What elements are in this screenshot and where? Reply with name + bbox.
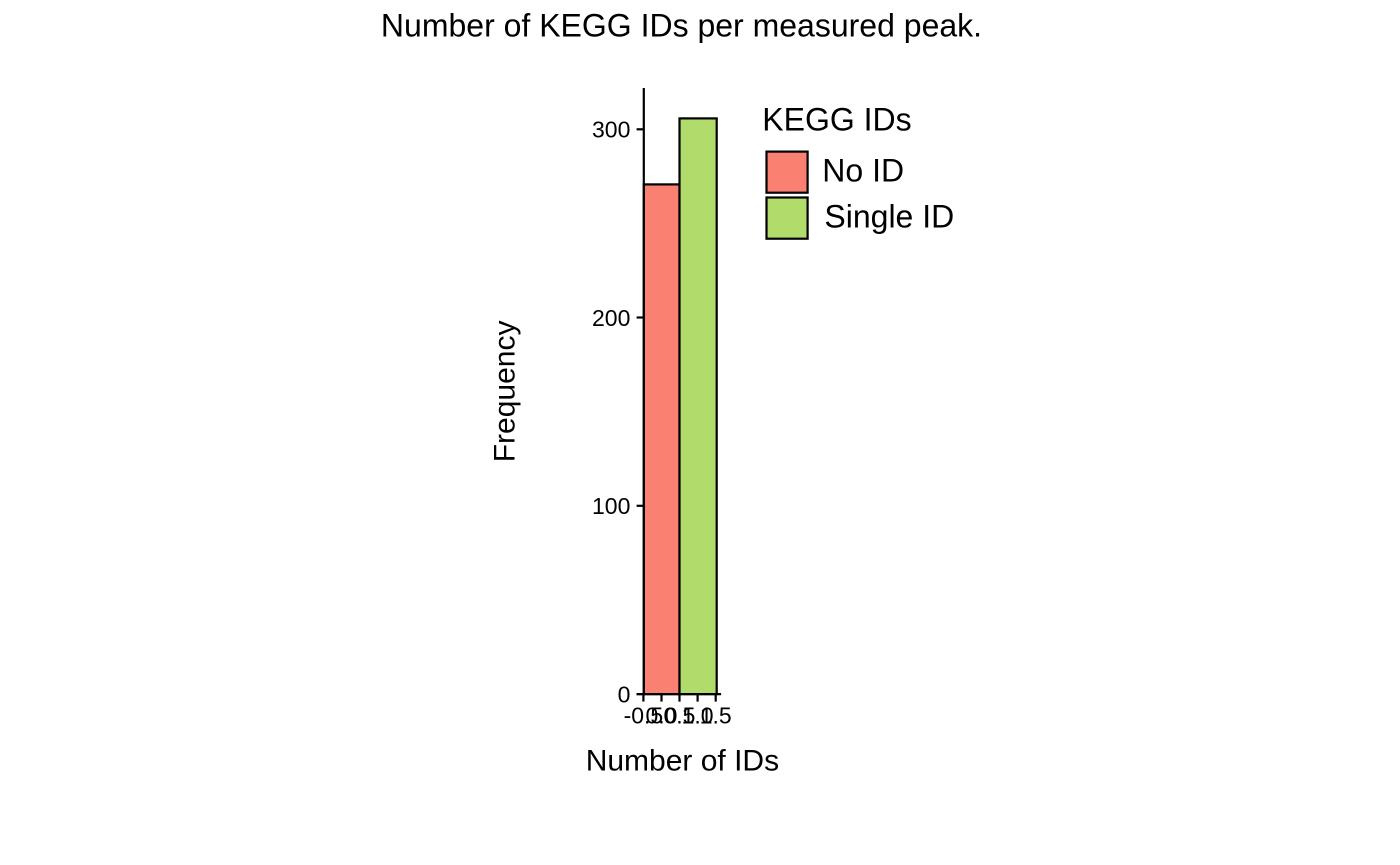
svg-text:200: 200 bbox=[592, 305, 630, 331]
svg-text:1.5: 1.5 bbox=[700, 702, 732, 728]
svg-text:0.5: 0.5 bbox=[664, 702, 696, 728]
svg-text:0: 0 bbox=[618, 681, 631, 707]
svg-text:0.0: 0.0 bbox=[646, 702, 678, 728]
svg-text:100: 100 bbox=[592, 493, 630, 519]
svg-text:No ID: No ID bbox=[822, 153, 904, 189]
svg-text:300: 300 bbox=[592, 117, 630, 143]
svg-text:Number of KEGG IDs per measure: Number of KEGG IDs per measured peak. bbox=[381, 8, 982, 44]
svg-text:Number of IDs: Number of IDs bbox=[586, 744, 779, 777]
svg-text:1.0: 1.0 bbox=[682, 702, 714, 728]
svg-text:Frequency: Frequency bbox=[489, 321, 522, 463]
svg-text:Single ID: Single ID bbox=[824, 199, 954, 235]
svg-text:-0.5: -0.5 bbox=[624, 702, 664, 728]
svg-text:KEGG IDs: KEGG IDs bbox=[762, 102, 911, 138]
